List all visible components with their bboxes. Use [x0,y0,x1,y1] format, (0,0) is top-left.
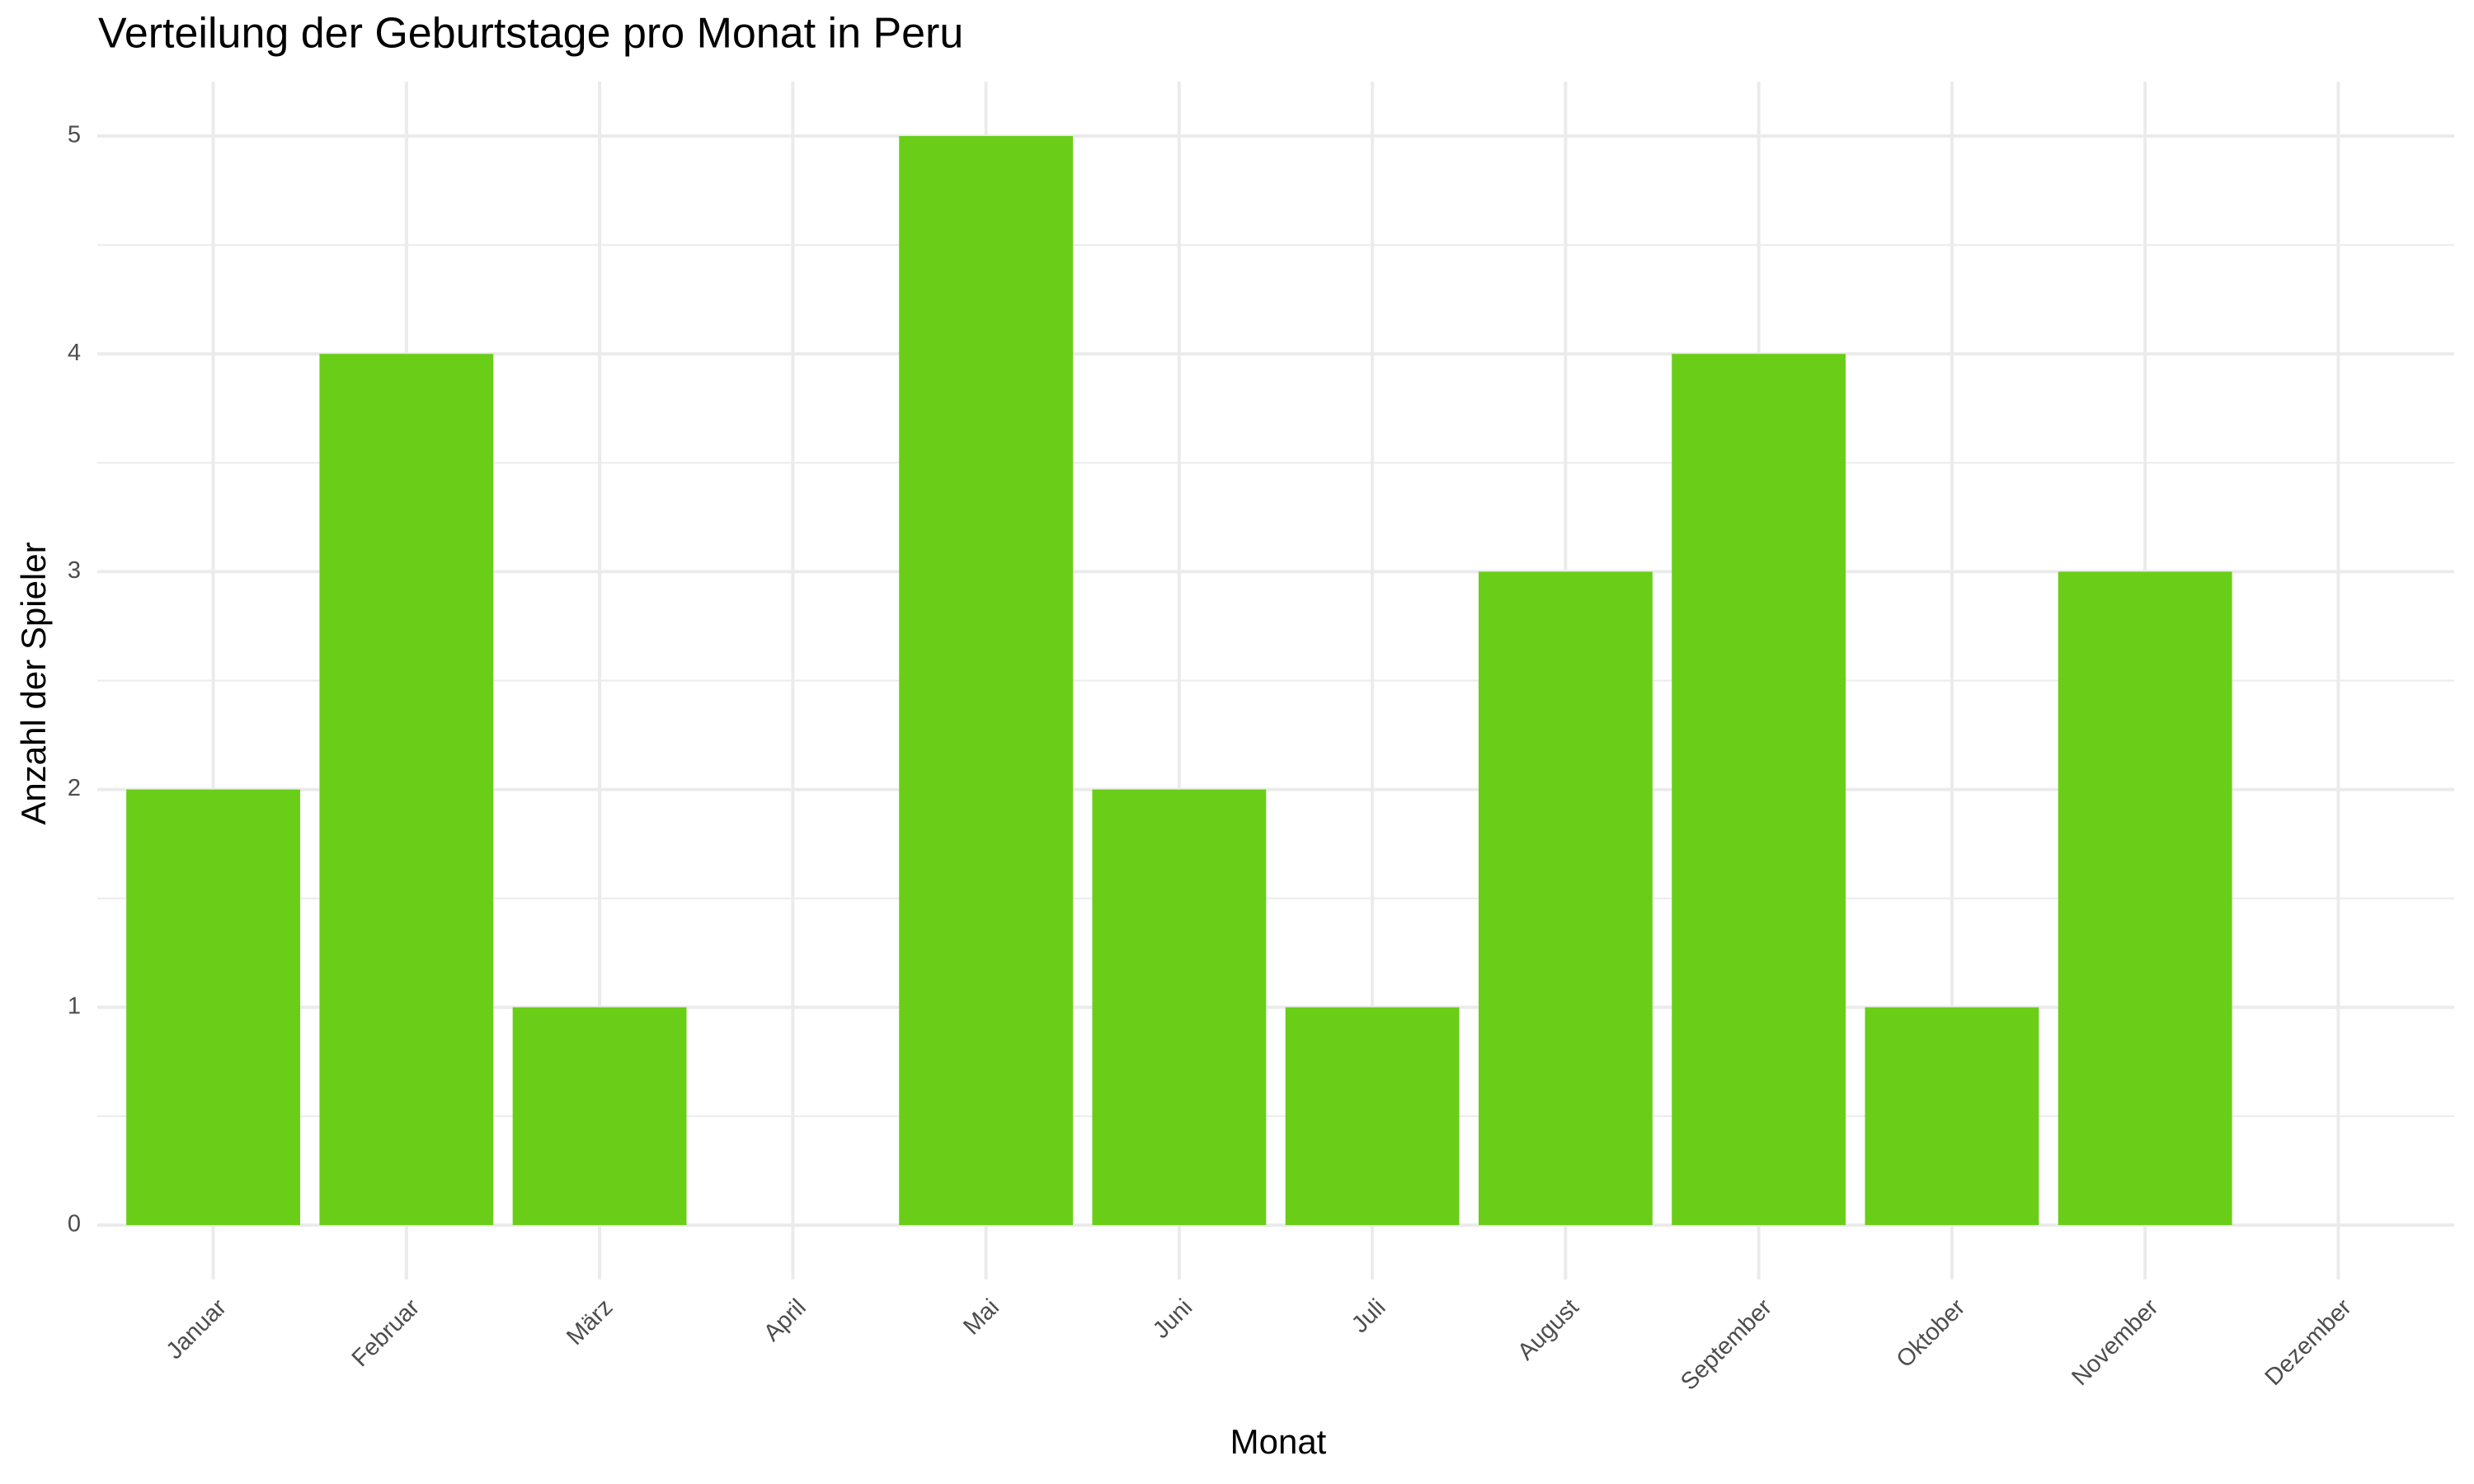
x-tick-label: April [759,1294,811,1347]
x-tick-label: Oktober [1892,1294,1971,1374]
x-tick-label: Januar [162,1294,233,1364]
bar [1285,1007,1460,1225]
bar [2058,571,2232,1225]
y-tick-label: 1 [68,993,81,1019]
bar [126,789,300,1225]
bar [319,354,494,1225]
bar [1865,1007,2039,1225]
y-tick-label: 3 [68,557,81,584]
bar [1478,571,1653,1225]
x-tick-label: März [562,1294,618,1350]
y-tick-label: 0 [68,1211,81,1237]
y-tick-label: 4 [68,340,81,366]
x-tick-label: August [1512,1294,1583,1365]
x-tick-label: Februar [347,1294,426,1372]
x-axis-title: Monat [1230,1422,1327,1461]
x-tick-label: September [1676,1294,1777,1395]
x-tick-label: Juli [1347,1294,1390,1338]
y-tick-label: 5 [68,122,81,148]
bar [1672,354,1846,1225]
x-tick-label: Juni [1148,1294,1197,1344]
x-tick-label: November [2067,1294,2163,1391]
bar [1092,789,1267,1225]
chart-title: Verteilung der Geburtstage pro Monat in … [98,10,963,58]
bar [512,1007,687,1225]
x-tick-label: Dezember [2260,1294,2357,1391]
x-tick-label: Mai [958,1294,1004,1341]
bar [899,136,1074,1225]
y-axis-title: Anzahl der Spieler [14,542,53,824]
y-tick-label: 2 [68,775,81,801]
